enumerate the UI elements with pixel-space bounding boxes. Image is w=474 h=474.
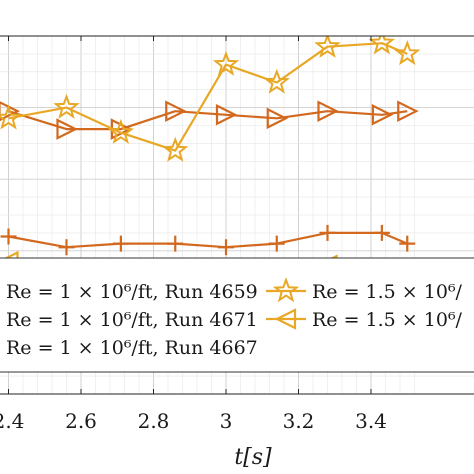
legend-marker <box>272 277 300 303</box>
axes: 2.4 2.6 2.8 3 3.2 3.4 t[s] <box>0 35 474 470</box>
x-tick-label: 2.8 <box>138 409 170 433</box>
data-point <box>167 235 184 252</box>
data-point <box>162 136 189 162</box>
data-point <box>112 235 129 252</box>
legend-entry-3: Re = 1.5 × 10⁶/ <box>266 277 463 303</box>
data-point <box>165 100 187 122</box>
data-point <box>58 239 75 256</box>
legend-label: Re = 1 × 10⁶/ft, Run 4659 <box>6 281 258 303</box>
data-point <box>56 118 78 140</box>
data-point <box>399 235 416 252</box>
series-line <box>8 42 408 152</box>
data-point <box>314 36 341 58</box>
x-tick-label: 2.6 <box>65 409 97 433</box>
data-point <box>397 100 419 122</box>
x-tick-label: 3.2 <box>283 409 315 433</box>
plot-area <box>0 36 421 288</box>
data-point <box>371 103 394 126</box>
data-point <box>317 100 339 122</box>
legend-entry-0: Re = 1 × 10⁶/ft, Run 4659 <box>6 281 258 303</box>
legend-label: Re = 1 × 10⁶/ft, Run 4667 <box>6 337 258 359</box>
x-axis-label: t[s] <box>234 445 272 470</box>
data-point <box>53 93 80 119</box>
legend-label: Re = 1.5 × 10⁶/ <box>312 281 463 303</box>
data-point <box>212 50 240 76</box>
legend-label: Re = 1.5 × 10⁶/ <box>312 309 463 331</box>
data-point <box>266 107 289 130</box>
series-line <box>8 110 408 131</box>
legend-entry-1: Re = 1 × 10⁶/ft, Run 4671 <box>6 309 258 331</box>
data-point <box>263 68 290 94</box>
data-point <box>394 40 421 66</box>
legend-label: Re = 1 × 10⁶/ft, Run 4671 <box>6 309 258 331</box>
legend-entry-2: Re = 1 × 10⁶/ft, Run 4667 <box>6 337 258 359</box>
series-0 <box>0 100 419 140</box>
data-point <box>373 224 390 241</box>
data-point <box>368 36 396 55</box>
legend-entry-4: Re = 1.5 × 10⁶/ <box>266 308 463 331</box>
series-line <box>8 231 408 249</box>
legend: Re = 1 × 10⁶/ft, Run 4659 Re = 1 × 10⁶/ft… <box>0 257 474 373</box>
data-point <box>319 224 336 241</box>
legend-box <box>0 257 474 373</box>
data-point <box>107 118 135 144</box>
data-point <box>0 104 22 130</box>
series-layer <box>0 36 421 288</box>
x-tick-label: 3.4 <box>355 409 387 433</box>
data-point <box>268 235 285 252</box>
x-tick-label: 3 <box>220 409 233 433</box>
series-1 <box>0 224 416 256</box>
data-point <box>0 228 17 245</box>
legend-marker <box>274 308 297 330</box>
data-point <box>218 239 234 256</box>
series-3 <box>0 36 421 162</box>
data-point <box>215 103 238 126</box>
x-tick-label: 2.4 <box>0 409 24 433</box>
